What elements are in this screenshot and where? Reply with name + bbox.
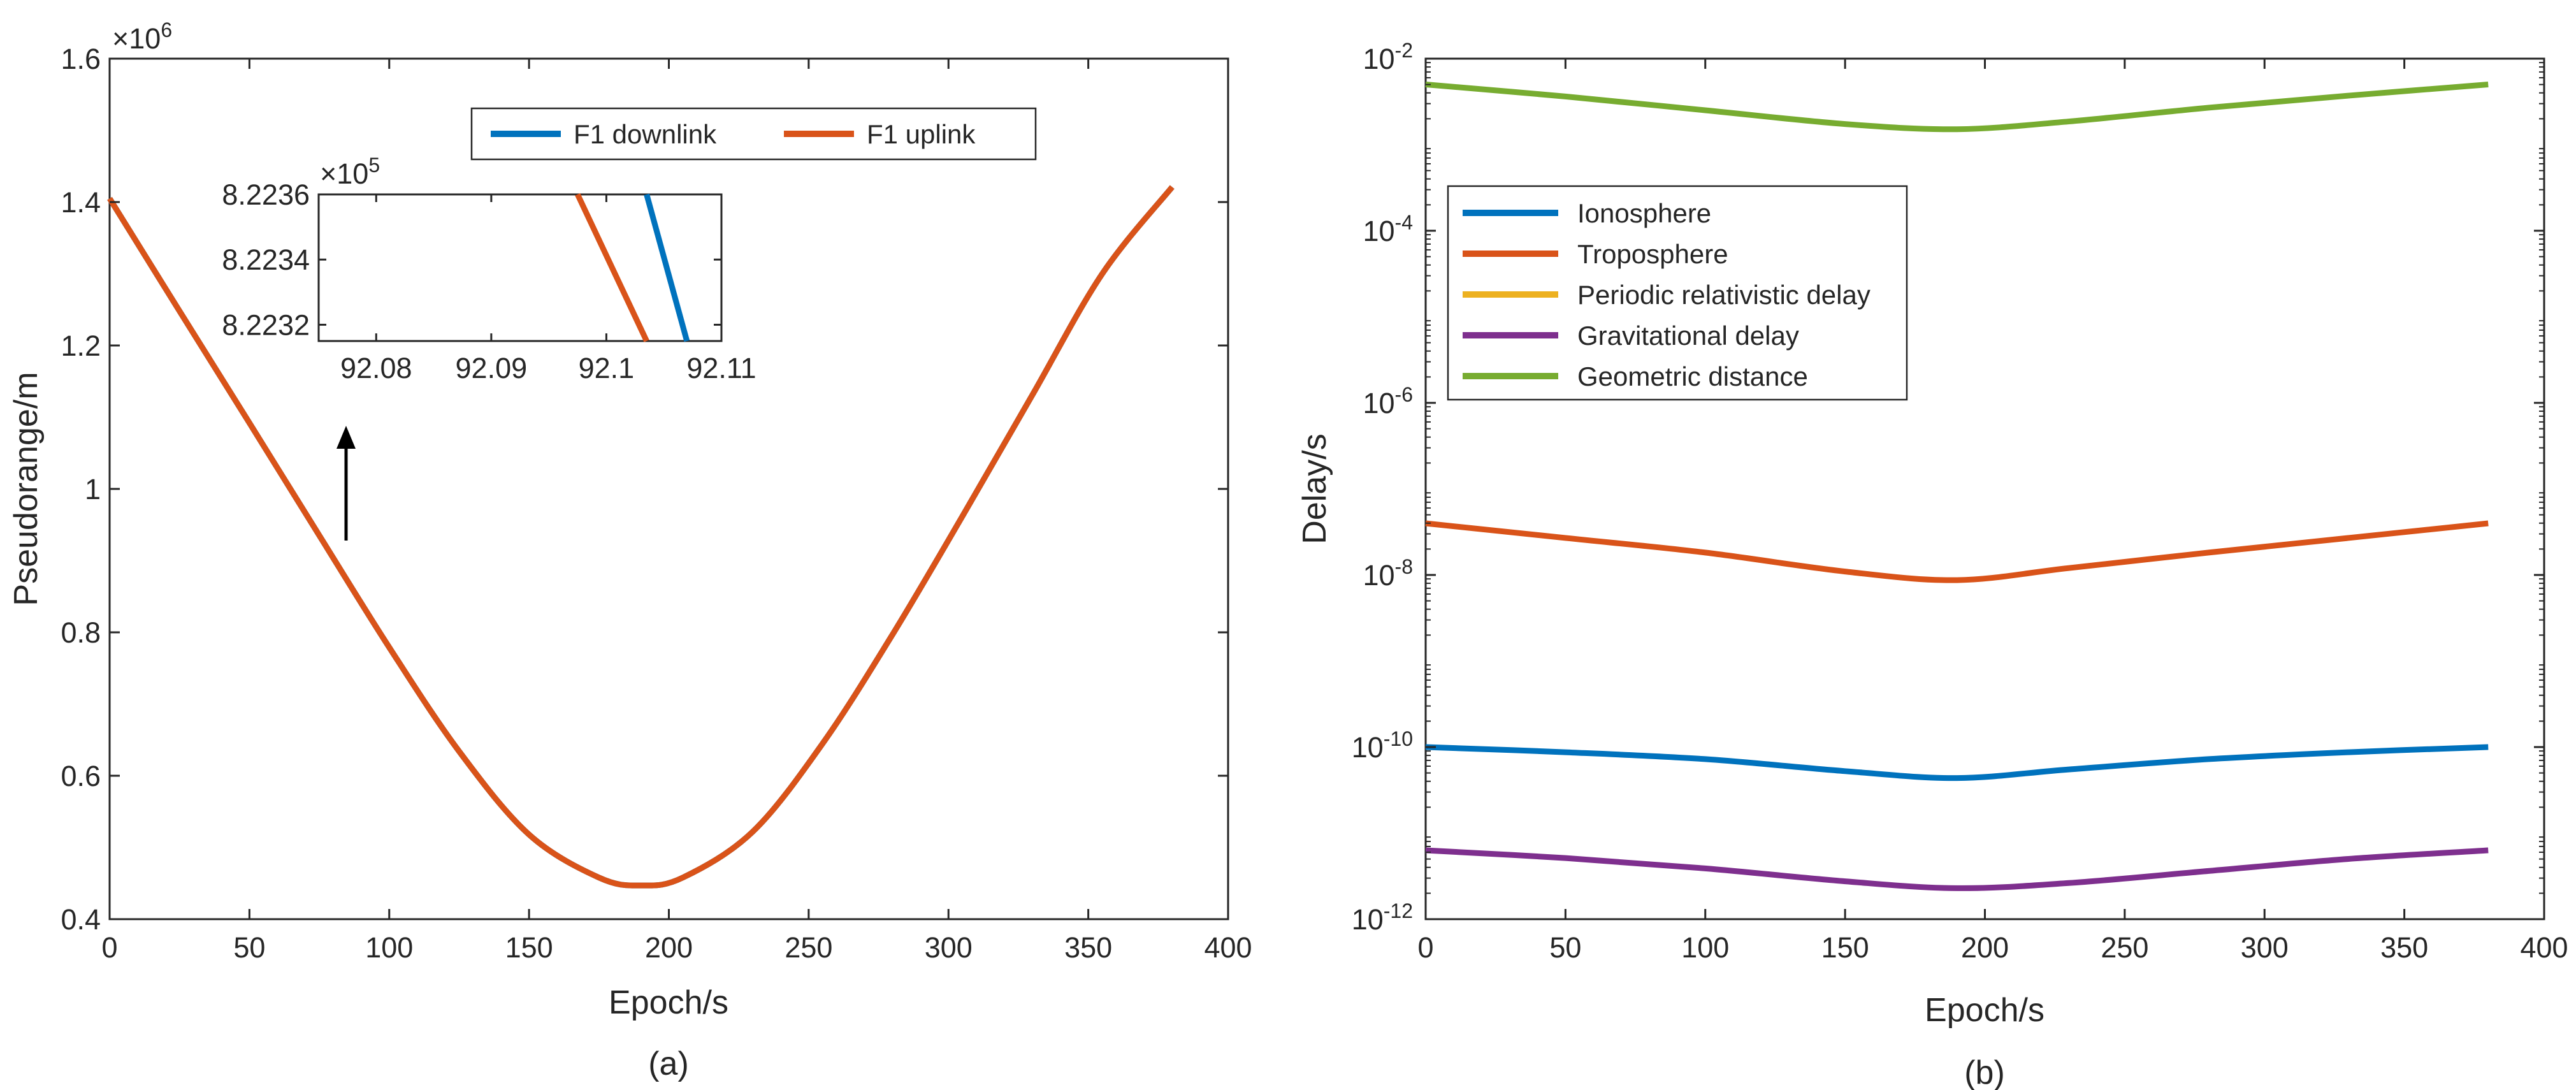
legend-label-downlink: F1 downlink xyxy=(574,119,717,149)
a-xtick-label: 400 xyxy=(1204,931,1252,964)
a-ytick-label: 1.2 xyxy=(61,330,101,362)
b-xtick-label: 150 xyxy=(1821,931,1869,964)
panel-a-legend-box xyxy=(470,107,1037,161)
inset-y-ticks: 8.2232 8.2234 8.2236 xyxy=(222,178,721,341)
a-ytick-label: 1.4 xyxy=(61,186,101,219)
panel-a-y-exponent-power: 6 xyxy=(161,18,172,41)
panel-a-y-label: Pseudorange/m xyxy=(8,372,45,606)
a-ytick-label: 1.6 xyxy=(61,43,101,75)
b-xtick-label: 400 xyxy=(2520,931,2568,964)
a-xtick-label: 0 xyxy=(101,931,117,964)
a-xtick-label: 350 xyxy=(1064,931,1112,964)
panel-b-series-group xyxy=(1425,82,2489,891)
b-xtick-label: 300 xyxy=(2241,931,2289,964)
annotation-arrow xyxy=(336,426,356,541)
a-ytick-label: 1 xyxy=(85,473,101,505)
inset-x-ticks: 92.08 92.09 92.1 92.11 xyxy=(340,194,756,384)
inset-axes-box xyxy=(317,193,723,342)
panel-a-x-ticks: 0 50 100 150 200 250 300 350 400 xyxy=(101,59,1252,964)
b-ytick-label: 10-8 xyxy=(1363,555,1413,592)
inset-xtick-label: 92.1 xyxy=(579,352,635,384)
inset-y-exponent-power: 5 xyxy=(368,154,380,177)
panel-b-y-label: Delay/s xyxy=(1296,433,1333,544)
panel-a: 0 50 100 150 200 250 300 350 400 0.4 0.6 0.8 1 1.2 1.… xyxy=(8,18,1252,1082)
inset-ytick-label: 8.2232 xyxy=(222,309,310,341)
series-line-troposphere xyxy=(1425,520,2489,583)
a-ytick-label: 0.6 xyxy=(61,760,101,792)
arrow-head xyxy=(336,426,356,449)
legend-label-periodic-relativistic: Periodic relativistic delay xyxy=(1577,280,1870,310)
a-xtick-label: 200 xyxy=(645,931,693,964)
panel-a-y-exponent: ×106 xyxy=(112,18,172,55)
legend-label-uplink: F1 uplink xyxy=(867,119,976,149)
series-line-gravitational-delay xyxy=(1425,847,2489,891)
inset-y-exponent: ×105 xyxy=(320,154,380,190)
b-xtick-label: 100 xyxy=(1681,931,1729,964)
b-xtick-label: 250 xyxy=(2101,931,2148,964)
inset-series-line-downlink xyxy=(644,193,690,342)
panel-b-label: (b) xyxy=(1964,1054,2005,1090)
inset-ytick-label: 8.2234 xyxy=(222,243,310,276)
inset-series-line-uplink xyxy=(575,193,649,342)
a-xtick-label: 150 xyxy=(505,931,553,964)
series-line-ionosphere xyxy=(1425,744,2489,781)
legend-label-geometric-distance: Geometric distance xyxy=(1577,361,1808,391)
panel-b-x-ticks: 0 50 100 150 200 250 300 350 400 xyxy=(1417,59,2568,964)
a-xtick-label: 50 xyxy=(233,931,265,964)
inset-series-group xyxy=(575,193,690,342)
panel-b: 0 50 100 150 200 250 300 350 400 10-1210-1010-81… xyxy=(1296,39,2568,1090)
panel-a-y-ticks: 0.4 0.6 0.8 1 1.2 1.4 1.6 xyxy=(61,43,1228,936)
b-ytick-label: 10-6 xyxy=(1363,383,1413,419)
a-xtick-label: 100 xyxy=(365,931,413,964)
inset-xtick-label: 92.09 xyxy=(456,352,528,384)
panel-b-legend: Ionosphere Troposphere Periodic relativi… xyxy=(1447,185,1908,401)
inset-xtick-label: 92.11 xyxy=(686,352,756,384)
panel-b-y-ticks: 10-12 10-10 10-8 10-6 10-4 10-2 xyxy=(1352,39,2544,936)
b-xtick-label: 200 xyxy=(1961,931,2009,964)
panel-b-x-label: Epoch/s xyxy=(1925,992,2044,1029)
b-ytick-label: 10-4 xyxy=(1363,211,1413,247)
a-xtick-label: 300 xyxy=(925,931,973,964)
b-ytick-label: 10-10 xyxy=(1352,727,1413,764)
panel-a-series-group xyxy=(107,185,1175,889)
b-ytick-label: 10-12 xyxy=(1352,899,1413,936)
legend-label-gravitational: Gravitational delay xyxy=(1577,321,1799,351)
a-ytick-label: 0.4 xyxy=(61,903,101,936)
series-line-geometric-distance xyxy=(1425,82,2489,133)
legend-label-ionosphere: Ionosphere xyxy=(1577,198,1711,228)
b-xtick-label: 0 xyxy=(1417,931,1433,964)
inset-ytick-label: 8.2236 xyxy=(222,178,310,211)
b-xtick-label: 50 xyxy=(1549,931,1581,964)
series-line-uplink xyxy=(107,185,1175,889)
panel-a-x-label: Epoch/s xyxy=(609,984,728,1021)
panel-a-legend: F1 downlink F1 uplink xyxy=(470,107,1037,161)
panel-a-label: (a) xyxy=(648,1045,689,1082)
a-ytick-label: 0.8 xyxy=(61,616,101,649)
legend-label-troposphere: Troposphere xyxy=(1577,239,1728,269)
b-xtick-label: 350 xyxy=(2380,931,2428,964)
inset-plot: 92.08 92.09 92.1 92.11 8.2232 8.2234 8.2236 ×… xyxy=(222,154,756,384)
b-ytick-label: 10-2 xyxy=(1363,39,1413,75)
inset-xtick-label: 92.08 xyxy=(340,352,412,384)
a-xtick-label: 250 xyxy=(785,931,832,964)
